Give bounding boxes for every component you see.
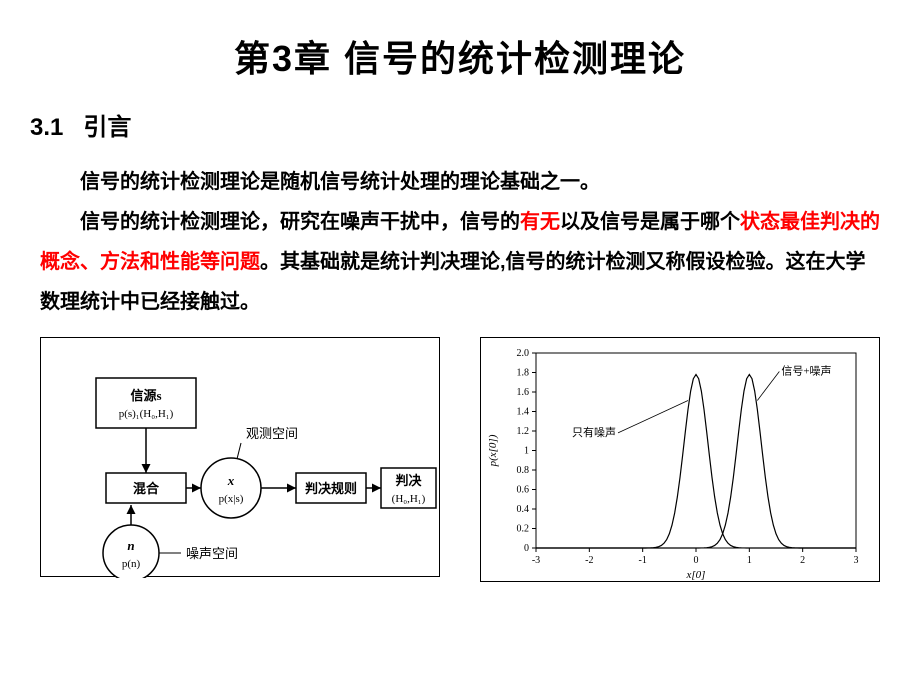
svg-text:p(x|s): p(x|s) (219, 493, 244, 505)
svg-text:2.0: 2.0 (517, 348, 530, 359)
svg-text:混合: 混合 (133, 481, 160, 496)
svg-text:p(x[0]): p(x[0]) (487, 434, 499, 467)
svg-text:1: 1 (747, 555, 752, 566)
svg-text:观测空间: 观测空间 (246, 426, 298, 441)
svg-text:(H₀,H₁): (H₀,H₁) (392, 493, 426, 505)
svg-text:0.2: 0.2 (517, 524, 530, 535)
p2b: 以及信号是属于哪个 (560, 211, 740, 233)
svg-text:0.4: 0.4 (517, 504, 530, 515)
svg-text:0.8: 0.8 (517, 465, 530, 476)
svg-text:-1: -1 (638, 555, 646, 566)
svg-text:-2: -2 (585, 555, 593, 566)
svg-text:-3: -3 (532, 555, 540, 566)
svg-text:信源s: 信源s (130, 388, 161, 403)
svg-text:1.2: 1.2 (517, 426, 530, 437)
flowchart-svg: 信源s p(s)₁(H₀,H₁) 混合 x p(x|s) 观测空间判决规则 判决 (H₀,H₁… (41, 338, 441, 578)
p2a: 信号的统计检测理论，研究在噪声干扰中，信号的 (80, 211, 520, 233)
paragraph-1: 信号的统计检测理论是随机信号统计处理的理论基础之一。 (40, 162, 880, 202)
svg-text:0: 0 (524, 543, 529, 554)
figures-row: 信源s p(s)₁(H₀,H₁) 混合 x p(x|s) 观测空间判决规则 判决 (H₀,H₁… (0, 322, 920, 582)
svg-text:判决规则: 判决规则 (305, 481, 357, 496)
page-title: 第3章 信号的统计检测理论 (0, 0, 920, 82)
body-paragraphs: 信号的统计检测理论是随机信号统计处理的理论基础之一。 信号的统计检测理论，研究在… (0, 162, 920, 322)
svg-text:噪声空间: 噪声空间 (186, 546, 238, 561)
p1-text: 信号的统计检测理论是随机信号统计处理的理论基础之一。 (80, 171, 600, 193)
svg-text:x: x (227, 473, 235, 488)
svg-text:判决: 判决 (395, 473, 422, 488)
svg-text:n: n (127, 538, 134, 553)
section-number: 3.1 (30, 114, 63, 141)
svg-text:0: 0 (694, 555, 699, 566)
svg-text:x[0]: x[0] (686, 569, 706, 581)
svg-text:1: 1 (524, 446, 529, 457)
flowchart-figure: 信源s p(s)₁(H₀,H₁) 混合 x p(x|s) 观测空间判决规则 判决 (H₀,H₁… (40, 337, 440, 577)
chart-svg: -3 -2 -1 0 1 2 3 0 0.2 0.4 0.6 0.8 1 1.2 1.4 1.6 1.8 2.0 x… (481, 338, 881, 583)
svg-text:3: 3 (854, 555, 859, 566)
svg-text:0.6: 0.6 (517, 485, 530, 496)
svg-text:1.8: 1.8 (517, 368, 530, 379)
section-heading: 3.1 引言 (0, 107, 920, 142)
svg-text:1.4: 1.4 (517, 407, 530, 418)
svg-text:p(n): p(n) (122, 558, 141, 570)
chart-figure: -3 -2 -1 0 1 2 3 0 0.2 0.4 0.6 0.8 1 1.2 1.4 1.6 1.8 2.0 x… (480, 337, 880, 582)
svg-text:p(s)₁(H₀,H₁): p(s)₁(H₀,H₁) (119, 408, 174, 420)
section-name: 引言 (83, 114, 131, 141)
svg-text:2: 2 (800, 555, 805, 566)
p2-red1: 有无 (520, 211, 560, 233)
paragraph-2: 信号的统计检测理论，研究在噪声干扰中，信号的有无以及信号是属于哪个状态最佳判决的… (40, 202, 880, 322)
svg-text:1.6: 1.6 (517, 387, 530, 398)
svg-text:只有噪声: 只有噪声 (572, 425, 616, 439)
svg-text:信号+噪声: 信号+噪声 (781, 363, 831, 377)
